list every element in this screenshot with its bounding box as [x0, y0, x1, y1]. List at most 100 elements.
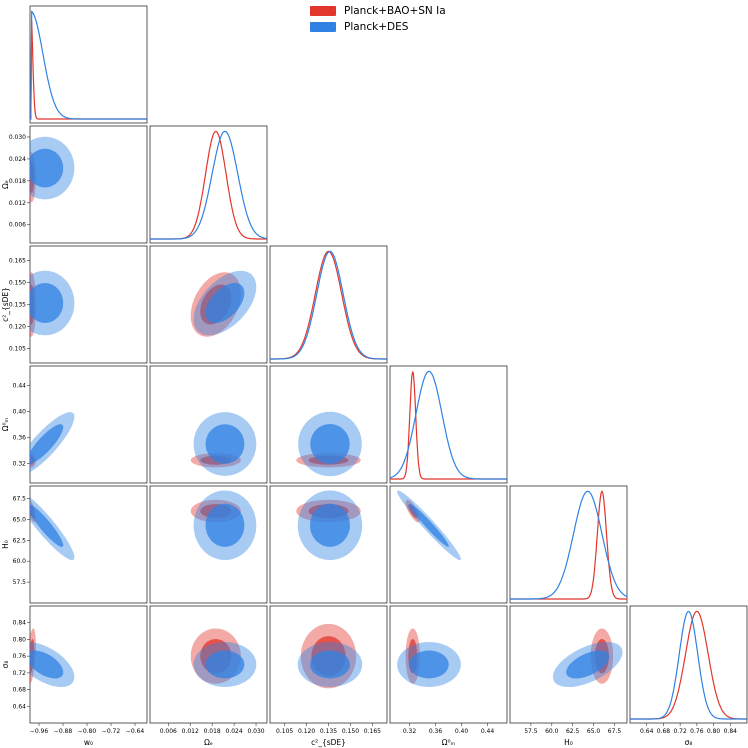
x-tick-label: 0.80: [707, 728, 721, 735]
marginal-curve-blue: [150, 130, 267, 240]
panel-s8-s8: [629, 605, 748, 724]
contour-1sigma-blue: [566, 650, 610, 679]
legend: Planck+BAO+SN Ia Planck+DES: [310, 3, 446, 35]
y-tick-label: 0.68: [13, 687, 27, 694]
y-tick-label: 0.006: [9, 222, 26, 229]
x-tick-label: 0.024: [226, 728, 243, 735]
panel-w0-w0: [29, 5, 148, 124]
x-tick-label: 0.018: [204, 728, 221, 735]
panel-content: [190, 412, 257, 476]
panel-H0-c2: [269, 485, 388, 604]
panel-frame: [29, 485, 148, 604]
y-tick-label: 0.018: [9, 178, 26, 185]
panel-frame: [629, 605, 748, 724]
x-tick-label: 0.006: [160, 728, 177, 735]
panel-Om-Oe: [149, 365, 268, 484]
panel-c2-w0: [29, 245, 148, 364]
panel-H0-H0: [509, 485, 628, 604]
y-tick-label: 0.36: [13, 435, 27, 442]
x-tick-label: 0.36: [429, 728, 443, 735]
panel-s8-H0: [509, 605, 628, 724]
contour-1sigma-blue: [309, 503, 350, 547]
x-axis-label: c²_{sDE}: [311, 738, 346, 747]
x-tick-label: 0.76: [690, 728, 704, 735]
x-tick-label: 57.5: [524, 728, 538, 735]
contour-1sigma-blue: [205, 650, 245, 679]
panel-Oe-Oe: [149, 125, 268, 244]
panel-content: [190, 270, 257, 337]
panel-Om-Om: [389, 365, 508, 484]
panel-content: [190, 628, 257, 688]
y-tick-label: 0.165: [9, 258, 26, 265]
x-tick-label: 0.44: [481, 728, 495, 735]
y-tick-label: 0.024: [9, 156, 26, 163]
contour-1sigma-blue: [205, 424, 245, 464]
x-tick-label: 0.165: [364, 728, 381, 735]
marginal-curve-blue: [270, 250, 387, 360]
x-tick-label: 0.64: [640, 728, 654, 735]
panel-content: [552, 628, 623, 688]
x-tick-label: 0.105: [276, 728, 293, 735]
x-tick-label: −0.88: [54, 728, 73, 735]
contour-1sigma-blue: [30, 650, 64, 679]
y-tick-label: 0.44: [13, 383, 27, 390]
panel-content: [297, 623, 363, 689]
x-tick-label: 0.32: [403, 728, 417, 735]
panel-H0-Om: [389, 485, 508, 604]
panel-content: [270, 250, 387, 360]
y-tick-label: 0.150: [9, 280, 26, 287]
x-tick-label: 0.030: [247, 728, 264, 735]
panel-content: [397, 490, 461, 561]
contour-1sigma-blue: [409, 650, 449, 679]
y-tick-label: 60.0: [13, 558, 27, 565]
x-tick-label: 60.0: [545, 728, 559, 735]
panel-H0-w0: [29, 485, 148, 604]
x-tick-label: 0.120: [298, 728, 315, 735]
x-tick-label: 67.5: [608, 728, 622, 735]
marginal-curve-blue: [510, 490, 627, 600]
panel-content: [30, 628, 75, 688]
panel-frame: [29, 365, 148, 484]
panel-content: [30, 270, 75, 337]
y-tick-label: 67.5: [13, 496, 27, 503]
y-tick-label: 0.32: [13, 461, 27, 468]
panel-content: [150, 130, 267, 240]
panel-Om-c2: [269, 365, 388, 484]
panel-content: [510, 490, 627, 600]
y-axis-label: Ωₑ: [1, 180, 10, 189]
contour-1sigma-blue: [205, 283, 245, 324]
y-tick-label: 62.5: [13, 537, 27, 544]
legend-swatch-icon: [310, 6, 336, 16]
panel-H0-Oe: [149, 485, 268, 604]
panel-s8-c2: [269, 605, 388, 724]
y-tick-label: 0.012: [9, 200, 26, 207]
y-tick-label: 0.120: [9, 323, 26, 330]
contour-1sigma-blue: [309, 650, 350, 679]
x-axis-label: w₀: [84, 738, 93, 747]
y-tick-label: 0.80: [13, 636, 27, 643]
x-tick-label: 0.135: [320, 728, 337, 735]
panel-frame: [149, 125, 268, 244]
y-tick-label: 0.76: [13, 653, 27, 660]
panel-content: [30, 136, 75, 203]
x-tick-label: 0.84: [724, 728, 738, 735]
panel-frame: [269, 245, 388, 364]
x-tick-label: 0.012: [182, 728, 199, 735]
y-tick-label: 0.84: [13, 620, 27, 627]
panel-frame: [389, 365, 508, 484]
y-tick-label: 57.5: [13, 579, 27, 586]
panel-s8-Om: [389, 605, 508, 724]
panel-content: [390, 370, 507, 480]
x-axis-label: Ω⁰ₘ: [442, 738, 456, 747]
panel-frame: [509, 485, 628, 604]
contour-1sigma-blue: [30, 503, 64, 547]
x-axis-label: σ₈: [685, 738, 693, 747]
panel-content: [397, 628, 461, 688]
x-tick-label: 0.68: [657, 728, 671, 735]
panel-content: [296, 490, 363, 561]
x-tick-label: −0.80: [78, 728, 97, 735]
y-tick-label: 0.105: [9, 345, 26, 352]
legend-label: Planck+BAO+SN Ia: [344, 5, 446, 17]
panel-content: [30, 10, 147, 120]
panel-c2-c2: [269, 245, 388, 364]
